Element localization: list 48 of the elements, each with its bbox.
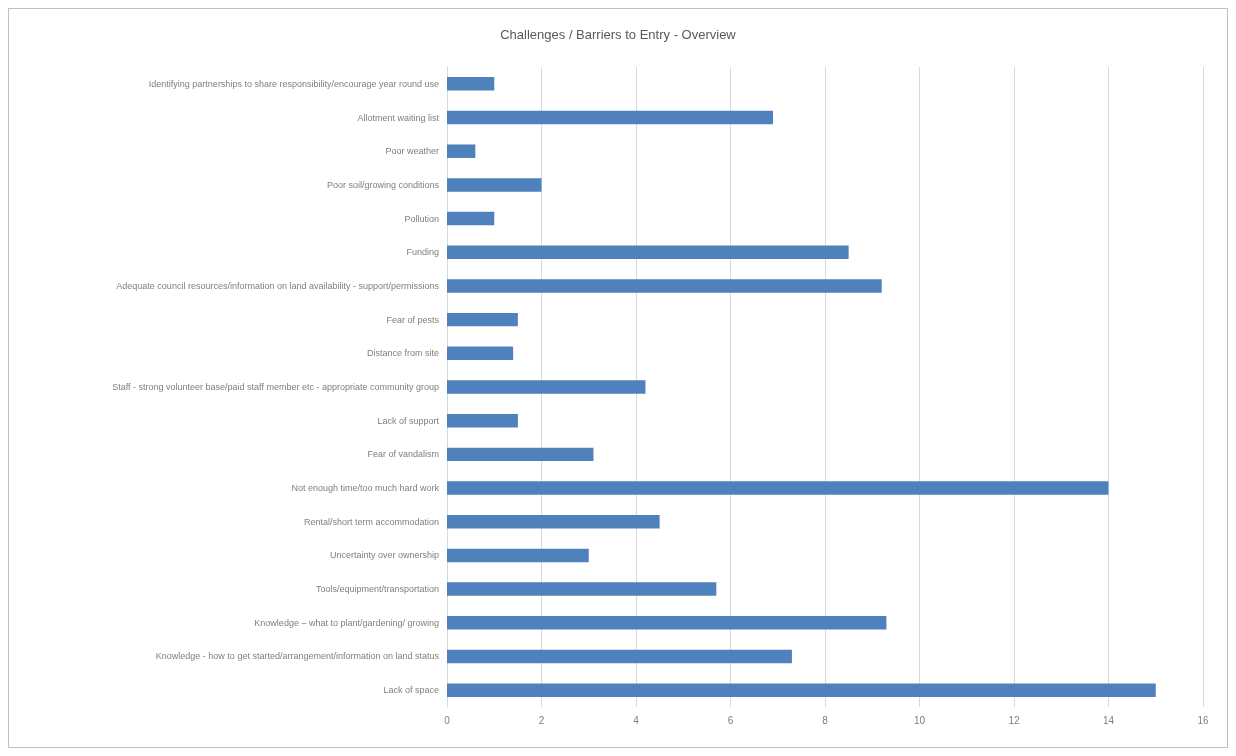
y-tick-label: Uncertainty over ownership: [329, 550, 439, 561]
x-tick-label: 16: [1197, 714, 1209, 726]
bar: [447, 481, 1109, 495]
y-tick-label: Fear of vandalism: [367, 449, 439, 460]
y-tick-label: Not enough time/too much hard work: [291, 483, 440, 494]
bar: [447, 279, 882, 293]
bar: [447, 548, 589, 563]
y-tick-label: Lack of support: [377, 415, 440, 426]
bar: [447, 515, 660, 529]
y-tick-label: Knowledge – what to plant/gardening/ growing: [254, 617, 439, 628]
y-tick-label: Staff - strong volunteer base/paid staff member etc - appropriate community group: [112, 382, 439, 392]
bar: [447, 413, 518, 428]
y-tick-label: Identifying partnerships to share responsibility/encourage year round use: [148, 78, 439, 89]
y-tick-label: Tools/equipment/transportation: [315, 584, 439, 595]
y-tick-label: Fear of pests: [386, 314, 440, 325]
bar: [447, 346, 514, 361]
y-tick-label: Knowledge - how to get started/arrangement/information on land status: [155, 651, 440, 662]
y-tick-label: Lack of space: [383, 685, 439, 696]
bar: [447, 245, 849, 259]
y-tick-label: Poor soil/growing conditions: [326, 179, 440, 190]
bar: [447, 683, 1156, 697]
bar: [447, 616, 887, 630]
x-tick-label: 0: [444, 714, 451, 726]
chart-title: Challenges / Barriers to Entry - Overview: [500, 27, 737, 42]
x-tick-label: 12: [1008, 714, 1020, 726]
x-tick-label: 2: [538, 714, 545, 726]
bar: [447, 380, 646, 394]
bar: [447, 77, 495, 91]
x-tick-label: 8: [822, 714, 829, 726]
bar: [447, 447, 594, 462]
x-tick-label: 14: [1102, 714, 1115, 726]
y-tick-label: Rental/short term accommodation: [303, 516, 439, 527]
x-tick-label: 6: [727, 714, 734, 726]
y-tick-label: Pollution: [404, 213, 439, 224]
bar: [447, 211, 495, 226]
bar: [447, 312, 518, 327]
y-tick-label: Poor weather: [385, 146, 439, 157]
bar: [447, 649, 792, 664]
bar: [447, 144, 476, 158]
y-tick-label: Adequate council resources/information on land availability - support/permissions: [116, 280, 440, 291]
x-tick-label: 10: [913, 714, 926, 726]
bar: [447, 110, 774, 125]
bar: [447, 582, 717, 596]
y-tick-label: Distance from site: [366, 348, 439, 359]
y-tick-label: Allotment waiting list: [357, 112, 440, 123]
y-tick-label: Funding: [406, 247, 439, 258]
bar: [447, 178, 542, 192]
x-tick-label: 4: [633, 714, 640, 726]
